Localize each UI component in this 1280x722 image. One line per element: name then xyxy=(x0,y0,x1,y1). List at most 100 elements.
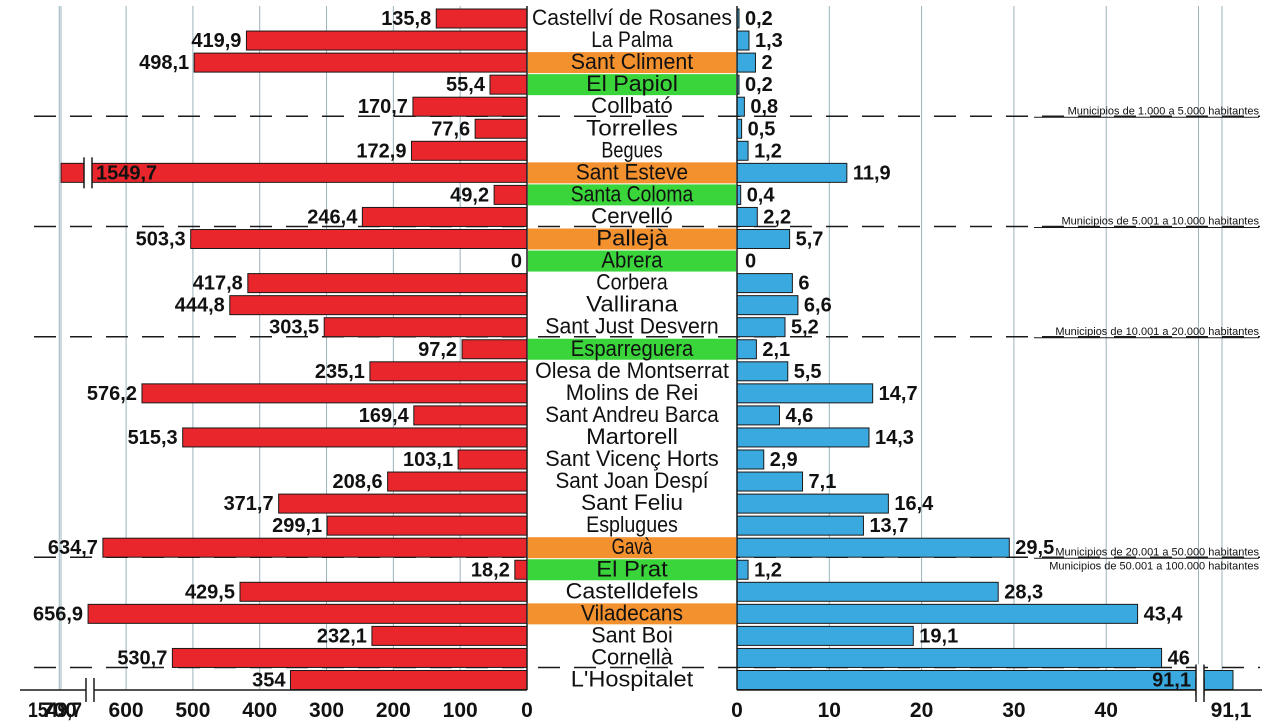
left-tick-label: 600 xyxy=(109,699,144,722)
left-bar xyxy=(141,383,528,404)
row-name: La Palma xyxy=(591,27,673,52)
right-value-label: 16,4 xyxy=(894,493,934,515)
right-value-label: 7,1 xyxy=(809,471,837,493)
left-bar xyxy=(412,96,528,117)
right-value-label: 28,3 xyxy=(1004,581,1043,603)
name-highlight xyxy=(528,603,736,625)
right-bar xyxy=(736,317,786,338)
left-value-label: 1549,7 xyxy=(96,162,157,184)
left-value-label: 49,2 xyxy=(450,184,489,206)
left-value-label: 419,9 xyxy=(191,30,241,52)
left-value-label: 208,6 xyxy=(333,471,383,493)
row-name: Sant Just Desvern xyxy=(545,314,718,339)
left-value-label: 299,1 xyxy=(272,515,322,537)
row-name: Begues xyxy=(601,137,662,162)
right-bar xyxy=(736,603,1139,624)
row-name: Abrera xyxy=(601,248,663,273)
left-bar xyxy=(413,405,528,426)
left-value-label: 503,3 xyxy=(136,229,186,251)
left-bar xyxy=(278,493,528,514)
left-bar xyxy=(229,295,528,316)
group-label: Municipios de 10.001 a 20.000 habitantes xyxy=(1055,326,1259,338)
name-highlight xyxy=(528,537,736,559)
left-bar xyxy=(410,140,528,161)
left-bar-break-gap xyxy=(84,157,92,189)
right-bar xyxy=(736,273,793,294)
left-value-label: 135,8 xyxy=(381,8,431,30)
right-value-label: 91,1 xyxy=(1152,670,1191,692)
left-value-label: 18,2 xyxy=(471,559,510,581)
name-highlight xyxy=(528,74,736,96)
right-value-label: 2 xyxy=(761,52,772,74)
left-bar xyxy=(247,273,528,294)
right-tick-label: 20 xyxy=(910,699,933,722)
right-bar xyxy=(736,30,750,51)
row-name: Sant Climent xyxy=(571,49,693,74)
row-name: Santa Coloma xyxy=(571,181,694,206)
right-bar xyxy=(736,96,745,117)
left-value-label: 169,4 xyxy=(359,405,410,427)
left-value-label: 417,8 xyxy=(193,273,243,295)
right-bar xyxy=(736,515,864,536)
row-name: Sant Vicenç Horts xyxy=(545,446,718,471)
row-name: Cornellà xyxy=(591,644,673,669)
left-bar xyxy=(323,317,528,338)
right-bar xyxy=(736,140,749,161)
right-value-label: 43,4 xyxy=(1144,603,1184,625)
row-name: Sant Andreu Barca xyxy=(545,402,719,427)
right-value-label: 0,8 xyxy=(750,96,778,118)
left-value-label: 77,6 xyxy=(431,118,470,140)
left-bar xyxy=(457,449,528,470)
left-value-label: 656,9 xyxy=(33,603,83,625)
right-value-label: 0,2 xyxy=(745,74,773,96)
right-value-label: 0,4 xyxy=(747,184,776,206)
right-value-label: 14,7 xyxy=(879,383,918,405)
left-bar xyxy=(361,206,528,227)
right-value-label: 13,7 xyxy=(869,515,908,537)
left-value-label: 172,9 xyxy=(356,140,406,162)
right-bar xyxy=(736,361,789,382)
right-bar xyxy=(736,162,848,183)
left-value-label: 530,7 xyxy=(117,647,167,669)
left-value-label: 429,5 xyxy=(185,581,235,603)
right-bar xyxy=(736,471,804,492)
left-value-label: 498,1 xyxy=(139,52,189,74)
right-axis-break-gap xyxy=(1196,678,1204,702)
row-name: Gavà xyxy=(612,534,653,559)
left-bar xyxy=(371,625,528,646)
left-bar xyxy=(87,603,528,624)
right-tick-label: 10 xyxy=(818,699,841,722)
left-tick-label: 400 xyxy=(242,699,277,722)
group-label: Municipios de 20.001 a 50.000 habitantes xyxy=(1055,546,1259,558)
left-tick-label: 700 xyxy=(42,699,77,722)
left-value-label: 235,1 xyxy=(315,361,365,383)
left-value-label: 303,5 xyxy=(269,317,319,339)
left-bar xyxy=(489,74,528,95)
row-name: Martorell xyxy=(586,424,678,449)
left-value-label: 354 xyxy=(252,670,286,692)
left-bar xyxy=(369,361,528,382)
name-highlight xyxy=(528,228,736,250)
row-name: L'Hospitalet xyxy=(571,667,693,692)
left-tick-label: 100 xyxy=(443,699,478,722)
row-name: Olesa de Montserrat xyxy=(535,358,729,383)
left-value-label: 371,7 xyxy=(224,493,274,515)
right-bar xyxy=(736,625,914,646)
right-bar xyxy=(736,449,765,470)
left-bar xyxy=(190,229,528,249)
left-value-label: 232,1 xyxy=(317,625,367,647)
row-name: Pallejà xyxy=(596,226,668,251)
left-value-label: 0 xyxy=(511,251,522,273)
right-bar xyxy=(736,52,756,73)
row-name: Sant Boi xyxy=(591,622,673,647)
labels: Castellví de Rosanes 135,8 0,2 La Palma 419,… xyxy=(33,5,1259,692)
right-value-label: 2,1 xyxy=(762,339,790,361)
left-value-label: 103,1 xyxy=(403,449,453,471)
left-break-tick-label: 1549,7 xyxy=(28,699,82,722)
right-bar xyxy=(736,559,749,580)
row-name: Sant Feliu xyxy=(581,490,683,515)
left-value-label: 576,2 xyxy=(87,383,137,405)
right-value-label: 14,3 xyxy=(875,427,914,449)
right-bar xyxy=(736,581,999,602)
